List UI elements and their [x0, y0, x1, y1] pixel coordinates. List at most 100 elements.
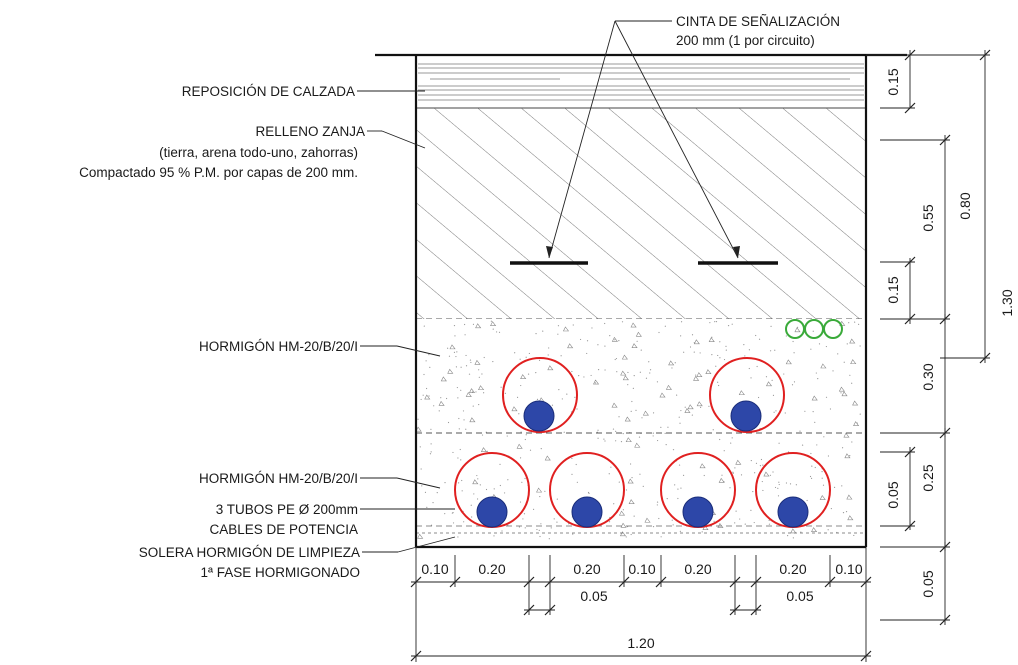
concrete-speckle [830, 507, 832, 510]
concrete-aggregate [696, 372, 703, 377]
concrete-aggregate [644, 517, 651, 523]
concrete-speckle [667, 426, 669, 428]
concrete-speckle [829, 408, 832, 410]
concrete-speckle [504, 392, 507, 394]
concrete-speckle [464, 334, 466, 336]
trench-outline [375, 53, 907, 549]
concrete-speckle [458, 417, 460, 420]
concrete-speckle [689, 346, 692, 348]
concrete-speckle [785, 482, 788, 484]
dim-right-0-05-inner: 0.05 [885, 481, 901, 508]
concrete-speckle [825, 345, 828, 348]
concrete-speckle [748, 349, 750, 351]
concrete-speckle [772, 394, 775, 396]
concrete-speckle [572, 324, 574, 326]
concrete-aggregate [785, 359, 792, 365]
cable-lower-4 [777, 496, 809, 528]
concrete-speckle [463, 323, 466, 326]
concrete-speckle [433, 405, 435, 407]
concrete-speckle [775, 410, 777, 412]
concrete-speckle [597, 344, 599, 346]
concrete-speckle [622, 433, 624, 435]
reposicion-label: REPOSICIÓN DE CALZADA [182, 84, 355, 99]
concrete-speckle [762, 489, 764, 492]
concrete-speckle [458, 428, 460, 430]
concrete-speckle [627, 384, 629, 386]
concrete-speckle [837, 353, 839, 355]
cable-lower-2 [571, 496, 603, 528]
concrete-speckle [438, 410, 440, 412]
concrete-speckle [536, 528, 538, 531]
concrete-aggregate [843, 432, 850, 438]
concrete-aggregate [621, 354, 628, 360]
concrete-aggregate [659, 392, 666, 398]
concrete-speckle [560, 355, 562, 357]
concrete-speckle [563, 431, 565, 433]
concrete-speckle [604, 440, 606, 442]
concrete-speckle [578, 375, 580, 377]
concrete-speckle [609, 335, 611, 337]
concrete-aggregate [447, 368, 454, 374]
concrete-speckle [454, 335, 456, 337]
dim-right-0-30: 0.30 [920, 363, 936, 390]
concrete-speckle [858, 323, 860, 326]
concrete-speckle [821, 471, 823, 473]
concrete-aggregate [841, 391, 848, 397]
concrete-speckle [750, 459, 752, 462]
concrete-speckle [604, 322, 606, 325]
concrete-speckle [703, 474, 705, 477]
concrete-speckle [810, 348, 812, 350]
dim-right-0-15-mid: 0.15 [885, 276, 901, 303]
concrete-speckle [430, 443, 432, 445]
concrete-speckle [676, 394, 678, 396]
concrete-speckle [664, 325, 666, 327]
concrete-aggregate [417, 533, 424, 539]
concrete-speckle [814, 466, 816, 469]
concrete-speckle [587, 491, 590, 494]
concrete-speckle [671, 519, 673, 521]
concrete-speckle [576, 481, 578, 483]
right-dimension-ticks [904, 49, 991, 626]
concrete-speckle [671, 367, 673, 369]
concrete-speckle [709, 322, 711, 324]
concrete-speckle [485, 431, 487, 433]
concrete-speckle [566, 393, 568, 395]
concrete-speckle [553, 518, 555, 520]
concrete-speckle [711, 353, 713, 356]
concrete-speckle [625, 489, 628, 491]
concrete-speckle [475, 391, 477, 393]
concrete-speckle [652, 432, 654, 434]
concrete-speckle [840, 392, 842, 394]
concrete-speckle [851, 441, 853, 443]
concrete-speckle [816, 444, 818, 446]
concrete-speckle [547, 354, 549, 356]
concrete-aggregate [619, 531, 627, 537]
concrete-speckle [735, 510, 737, 512]
concrete-speckle [656, 501, 659, 503]
concrete-speckle [586, 352, 588, 355]
concrete-speckle [571, 370, 573, 373]
concrete-speckle [430, 428, 432, 430]
right-dimension-lines [866, 50, 990, 625]
concrete-aggregate [849, 338, 856, 344]
concrete-aggregate [620, 370, 627, 376]
concrete-aggregate [790, 528, 797, 534]
duct-upper-left [502, 357, 578, 433]
relleno-compaction: Compactado 95 % P.M. por capas de 200 mm… [79, 165, 358, 180]
concrete-speckle [792, 340, 794, 343]
concrete-speckle [457, 397, 459, 399]
concrete-speckle [660, 426, 662, 428]
concrete-speckle [486, 450, 488, 453]
concrete-aggregate [630, 322, 637, 328]
concrete-speckle [715, 321, 718, 323]
concrete-speckle [814, 421, 816, 423]
trench-layers [416, 55, 866, 541]
concrete-aggregate [811, 395, 818, 401]
concrete-speckle [677, 497, 679, 500]
concrete-aggregate [622, 375, 629, 381]
concrete-speckle [693, 342, 695, 344]
concrete-speckle [523, 513, 526, 515]
concrete-speckle [679, 530, 681, 532]
concrete-speckle [725, 349, 727, 351]
